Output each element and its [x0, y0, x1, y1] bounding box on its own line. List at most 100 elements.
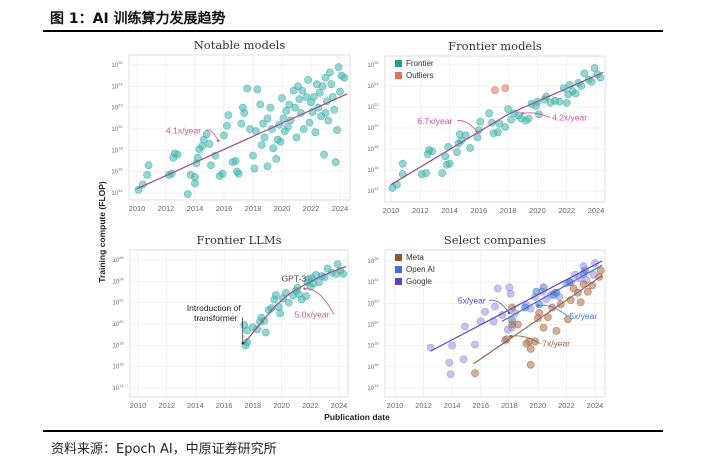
data-point-meta: [583, 287, 592, 296]
data-point-notable: [218, 169, 227, 178]
panel-frontier-llms: 2010 2012 2014 2016 2018 2020 2022 202410141016…: [112, 233, 349, 410]
y-tick-exponent: 24: [374, 277, 379, 282]
data-point-frontier: [507, 115, 515, 124]
panel-select-companies: 2010 2012 2014 2016 2018 2020 2022 202410141016…: [367, 233, 606, 410]
x-tick-label: 2018: [245, 401, 262, 410]
legend-swatch: [395, 254, 402, 261]
data-point-meta: [513, 320, 522, 329]
data-point-google: [448, 341, 457, 350]
panel-title: Frontier LLMs: [196, 233, 281, 247]
y-tick-label: 1020: [367, 123, 379, 132]
trend-line: [390, 71, 604, 186]
y-tick-exponent: 16: [118, 167, 123, 172]
y-tick-label: 1026: [112, 255, 124, 264]
data-point-notable: [294, 82, 302, 91]
x-tick-label: 2012: [412, 206, 429, 215]
y-tick-label: 1026: [367, 60, 379, 69]
panel-title: Select companies: [444, 233, 546, 247]
arrow-head: [536, 304, 540, 307]
y-tick-exponent: 14: [374, 383, 379, 388]
arrow-head: [507, 311, 511, 315]
data-point-notable: [279, 114, 288, 123]
data-point-google: [505, 283, 514, 292]
data-point-meta: [576, 298, 585, 307]
data-point-notable: [237, 119, 246, 128]
y-tick-exponent: 24: [374, 81, 379, 86]
y-tick-label: 1016: [111, 167, 123, 176]
data-point-notable: [292, 133, 301, 142]
annotation-label: 6.7x/year: [417, 116, 452, 126]
data-point-notable: [144, 161, 153, 170]
y-tick-label: 1022: [112, 298, 124, 307]
x-tick-label: 2016: [216, 204, 233, 213]
data-point-frontier: [571, 89, 580, 98]
x-tick-label: 2010: [383, 206, 400, 215]
annotation-label: transformer: [194, 313, 238, 323]
bottom-divider: [43, 430, 663, 432]
panel-title: Frontier models: [448, 39, 542, 53]
y-tick-label: 1014: [112, 383, 124, 392]
data-point-notable: [304, 76, 312, 84]
x-tick-label: 2024: [588, 206, 605, 215]
y-tick-exponent: 20: [374, 320, 379, 325]
arrow-head: [216, 139, 220, 143]
data-point-frontier-llms: [261, 328, 270, 337]
x-tick-label: 2024: [332, 204, 349, 213]
arrow-head: [476, 130, 479, 134]
y-tick-label: 1016: [367, 165, 379, 174]
data-point-meta: [526, 360, 535, 369]
data-point-meta: [552, 326, 561, 335]
data-point-notable: [191, 179, 199, 188]
data-point-frontier: [501, 123, 510, 131]
annotation-label: Introduction of: [187, 303, 242, 313]
data-point-google: [446, 370, 455, 379]
plot-frame: [128, 54, 351, 201]
annotation-label: 5.0x/year: [294, 310, 329, 320]
data-point-frontier: [422, 169, 431, 178]
data-point-notable: [282, 106, 291, 115]
y-tick-exponent: 22: [118, 103, 123, 108]
data-point-outliers: [501, 84, 510, 92]
data-point-frontier-llms: [276, 309, 285, 318]
data-point-frontier: [473, 133, 482, 142]
y-tick-label: 1014: [367, 186, 379, 195]
y-tick-exponent: 16: [374, 362, 379, 367]
data-point-frontier: [580, 69, 589, 78]
data-point-frontier: [452, 148, 461, 157]
data-point-notable: [263, 114, 272, 123]
data-point-notable: [224, 111, 233, 120]
annotation-arrow: [488, 299, 510, 314]
data-point-frontier: [504, 105, 513, 113]
data-point-google: [491, 302, 499, 311]
y-axis-label: Training compute (FLOP): [97, 181, 107, 283]
data-point-meta: [535, 308, 544, 317]
annotation-label: 4.1x/year: [166, 125, 201, 135]
data-point-notable: [283, 122, 292, 131]
x-tick-label: 2014: [441, 206, 458, 215]
panel-title: Notable models: [194, 38, 286, 52]
data-point-notable: [340, 73, 349, 82]
y-tick-label: 1014: [111, 188, 123, 197]
data-point-meta: [596, 266, 605, 275]
data-point-frontier: [590, 64, 599, 73]
x-tick-label: 2022: [558, 206, 575, 215]
annotation-arrow: [304, 288, 335, 315]
data-point-notable: [315, 88, 324, 97]
data-point-frontier-llms: [333, 260, 342, 269]
data-point-frontier: [476, 117, 485, 126]
data-point-notable: [266, 103, 275, 112]
data-point-notable: [220, 131, 228, 140]
data-point-notable: [334, 63, 343, 72]
data-point-meta: [539, 323, 548, 332]
y-tick-label: 1026: [367, 256, 379, 265]
trend-line: [430, 260, 603, 352]
x-tick-label: 2020: [274, 204, 291, 213]
y-tick-label: 1018: [112, 340, 124, 349]
y-tick-label: 1018: [367, 341, 379, 350]
data-point-google: [471, 340, 479, 349]
x-tick-label: 2012: [158, 204, 175, 213]
data-point-notable: [321, 109, 330, 117]
y-tick-exponent: 26: [374, 60, 379, 65]
y-tick-exponent: 18: [119, 340, 124, 345]
data-point-frontier: [485, 109, 494, 118]
